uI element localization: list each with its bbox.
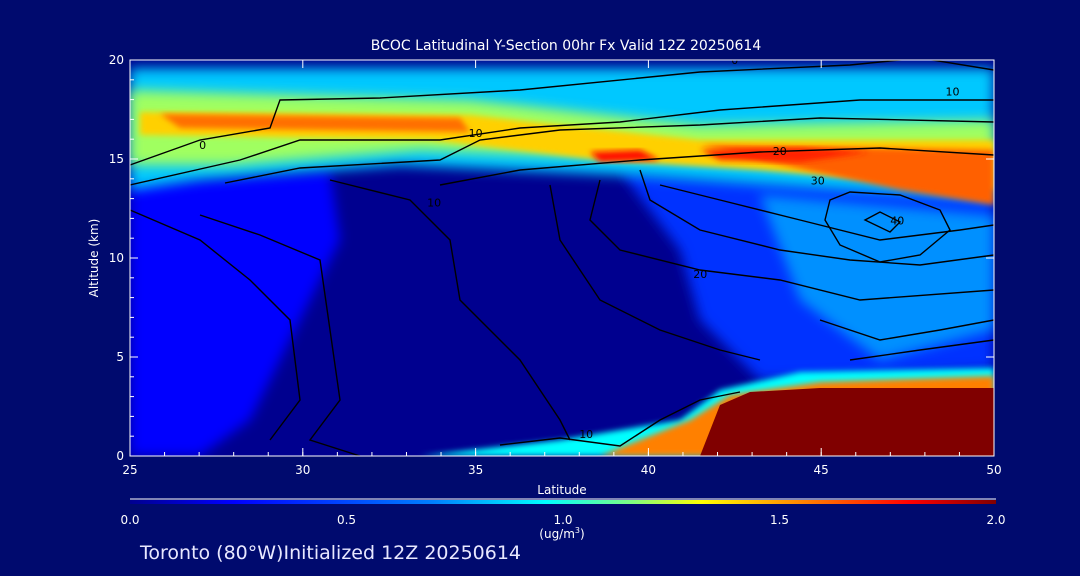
contour-line <box>329 179 571 441</box>
field-red-spot <box>590 150 660 162</box>
colorbar-unit-superscript: 3 <box>575 526 580 535</box>
x-tick-label: 35 <box>468 463 483 477</box>
contour-line <box>130 209 301 441</box>
x-tick-label: 50 <box>986 463 1001 477</box>
contour-label: 30 <box>811 175 825 188</box>
contour-label: 10 <box>946 86 960 99</box>
contour-line <box>224 117 994 184</box>
x-tick-label: 25 <box>122 463 137 477</box>
contour-line <box>819 319 994 341</box>
x-axis-label: Latitude <box>537 483 586 497</box>
colorbar-tick-label: 1.0 <box>553 513 572 527</box>
chart-title: BCOC Latitudinal Y-Section 00hr Fx Valid… <box>371 38 762 54</box>
y-tick-label: 15 <box>109 152 124 166</box>
y-tick-label: 0 <box>116 449 124 463</box>
colorbar-ticks: 0.0 0.5 1.0 1.5 2.0 <box>120 513 1005 527</box>
contour-labels: 0 10 10 0 20 30 40 10 20 10 <box>199 54 960 441</box>
y-tick-label: 10 <box>109 251 124 265</box>
contour-label: 40 <box>890 214 904 227</box>
concentration-field <box>130 68 994 456</box>
colorbar-tick-label: 2.0 <box>986 513 1005 527</box>
contour-label: 20 <box>773 145 787 158</box>
contour-line <box>439 147 994 186</box>
field-blue-left <box>130 170 340 456</box>
contour-line <box>130 60 994 166</box>
x-tick-label: 40 <box>641 463 656 477</box>
colorbar-unit-text: (ug/m <box>539 527 575 541</box>
contour-label: 0 <box>199 139 206 152</box>
contour-label: 10 <box>427 197 441 210</box>
contour-line <box>499 391 741 447</box>
field-upper-red <box>700 148 870 162</box>
contour-label: 10 <box>579 428 593 441</box>
plot-area: 0 10 10 0 20 30 40 10 20 10 <box>130 54 994 456</box>
contour-lines <box>130 60 994 456</box>
contour-line <box>849 339 994 361</box>
y-tick-label: 20 <box>109 53 124 67</box>
contour-label: 10 <box>469 127 483 140</box>
colorbar-tick-label: 0.0 <box>120 513 139 527</box>
x-tick-label: 30 <box>295 463 310 477</box>
contour-line <box>549 184 761 361</box>
colorbar-unit-label: (ug/m3) <box>539 526 584 541</box>
field-upper-orange <box>160 114 470 132</box>
contour-label: 20 <box>693 268 707 281</box>
contour-label: 0 <box>731 54 738 67</box>
y-axis-label: Altitude (km) <box>87 219 101 298</box>
colorbar-unit-close: ) <box>580 527 585 541</box>
contour-line <box>589 179 994 301</box>
contour-line <box>824 191 951 263</box>
colorbar-tick-label: 0.5 <box>337 513 356 527</box>
x-axis: 25 30 35 40 45 50 <box>122 60 1002 477</box>
colorbar-tick-label: 1.5 <box>770 513 789 527</box>
contour-line <box>130 99 994 186</box>
footer-label: Toronto (80°W)Initialized 12Z 20250614 <box>140 542 522 564</box>
field-surface-darkred <box>700 388 994 456</box>
contour-line <box>199 214 361 456</box>
colorbar <box>130 500 996 504</box>
field-upper-yellow <box>140 112 994 190</box>
contour-line <box>863 211 902 233</box>
y-axis: 0 5 10 15 20 <box>109 53 994 463</box>
contour-line <box>659 184 994 241</box>
contour-line <box>639 169 994 266</box>
y-tick-label: 5 <box>116 350 124 364</box>
x-tick-label: 45 <box>814 463 829 477</box>
field-lightblue-right <box>760 195 994 360</box>
